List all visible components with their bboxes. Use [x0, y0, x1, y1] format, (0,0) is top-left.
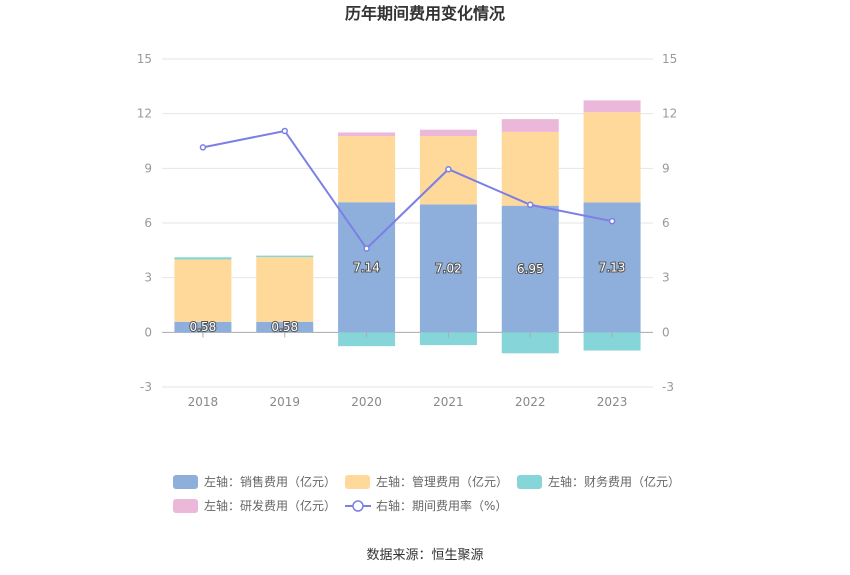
y-left-tick-label: 12 [137, 107, 152, 121]
bar-segment [338, 202, 396, 333]
grid-lines [162, 58, 653, 388]
legend-swatch [173, 499, 198, 513]
x-tick-label: 2019 [269, 395, 300, 409]
legend-item[interactable]: 左轴：销售费用（亿元） [173, 474, 336, 489]
y-right-tick-label: 15 [662, 52, 677, 66]
legend-swatch [345, 475, 370, 489]
bar-segment [338, 136, 396, 203]
y-right-tick-label: 12 [662, 107, 677, 121]
legend-label: 右轴：期间费用率（%） [376, 498, 507, 513]
y-left-tick-label: 6 [144, 216, 152, 230]
y-axis-left: 15 12 9 6 3 0 -3 [137, 52, 152, 394]
bar-segment [256, 255, 314, 258]
rate-point [281, 127, 288, 135]
bar-segment [174, 321, 232, 333]
bar-segment [583, 332, 641, 351]
y-left-tick-label: 3 [144, 271, 152, 285]
legend-item[interactable]: 右轴：期间费用率（%） [345, 498, 507, 513]
y-left-tick-label: 9 [144, 161, 152, 175]
y-right-tick-label: 3 [662, 271, 670, 285]
rate-point [608, 217, 616, 225]
bar-segment [501, 332, 559, 354]
bar-segment [256, 257, 314, 322]
data-label: 7.13 [599, 260, 626, 274]
legend[interactable]: 左轴：销售费用（亿元） 左轴：管理费用（亿元） 左轴：财务费用（亿元） 左轴：研发费用… [173, 474, 680, 513]
bar-segment [419, 204, 477, 333]
y-right-tick-label: 9 [662, 161, 670, 175]
y-left-tick-label: 15 [137, 52, 152, 66]
legend-item[interactable]: 左轴：财务费用（亿元） [517, 474, 680, 489]
x-tick-label: 2022 [515, 395, 546, 409]
y-left-tick-label: -3 [140, 380, 152, 394]
bar-segment [583, 100, 641, 113]
data-labels: 0.58 0.58 7.14 7.02 6.95 7.13 [189, 259, 627, 335]
legend-circle-marker [352, 500, 364, 512]
bar-segment [338, 332, 396, 347]
legend-swatch [517, 475, 542, 489]
chart-title: 历年期间费用变化情况 [345, 4, 505, 23]
x-tick-label: 2020 [351, 395, 382, 409]
x-tick-label: 2018 [188, 395, 219, 409]
rate-line [199, 127, 616, 252]
bar-segment [583, 112, 641, 203]
legend-swatch [173, 475, 198, 489]
data-label: 0.58 [190, 320, 217, 334]
legend-label: 左轴：研发费用（亿元） [204, 498, 336, 513]
legend-label: 左轴：财务费用（亿元） [548, 474, 680, 489]
bar-segment [338, 132, 396, 137]
x-tick-label: 2023 [597, 395, 628, 409]
legend-label: 左轴：管理费用（亿元） [376, 474, 508, 489]
x-tick-label: 2021 [433, 395, 464, 409]
data-label: 6.95 [517, 262, 544, 276]
y-axis-right: 15 12 9 6 3 0 -3 [662, 52, 677, 394]
y-right-tick-label: 0 [662, 325, 670, 339]
bar-segment [256, 321, 314, 333]
bar-segment [501, 119, 559, 132]
legend-label: 左轴：销售费用（亿元） [204, 474, 336, 489]
legend-item[interactable]: 左轴：研发费用（亿元） [173, 498, 336, 513]
data-label: 7.14 [353, 260, 380, 274]
bar-segment [174, 259, 232, 322]
rate-point [363, 245, 370, 252]
bar-segment [501, 131, 559, 206]
legend-item[interactable]: 左轴：管理费用（亿元） [345, 474, 508, 489]
rate-point [527, 201, 534, 209]
y-right-tick-label: -3 [662, 380, 674, 394]
x-axis: 2018 2019 2020 2021 2022 2023 [188, 332, 628, 409]
rate-point [199, 144, 207, 151]
bar-segment [419, 332, 477, 346]
source-note: 数据来源：恒生聚源 [366, 548, 483, 563]
rate-point [445, 165, 452, 173]
data-label: 7.02 [435, 261, 462, 275]
bar-segment [501, 205, 559, 333]
data-label: 0.58 [271, 320, 298, 334]
y-right-tick-label: 6 [662, 216, 670, 230]
bar-segment [174, 257, 232, 260]
bar-segment [419, 129, 477, 137]
rate-line-path [202, 129, 613, 251]
y-left-tick-label: 0 [144, 325, 152, 339]
